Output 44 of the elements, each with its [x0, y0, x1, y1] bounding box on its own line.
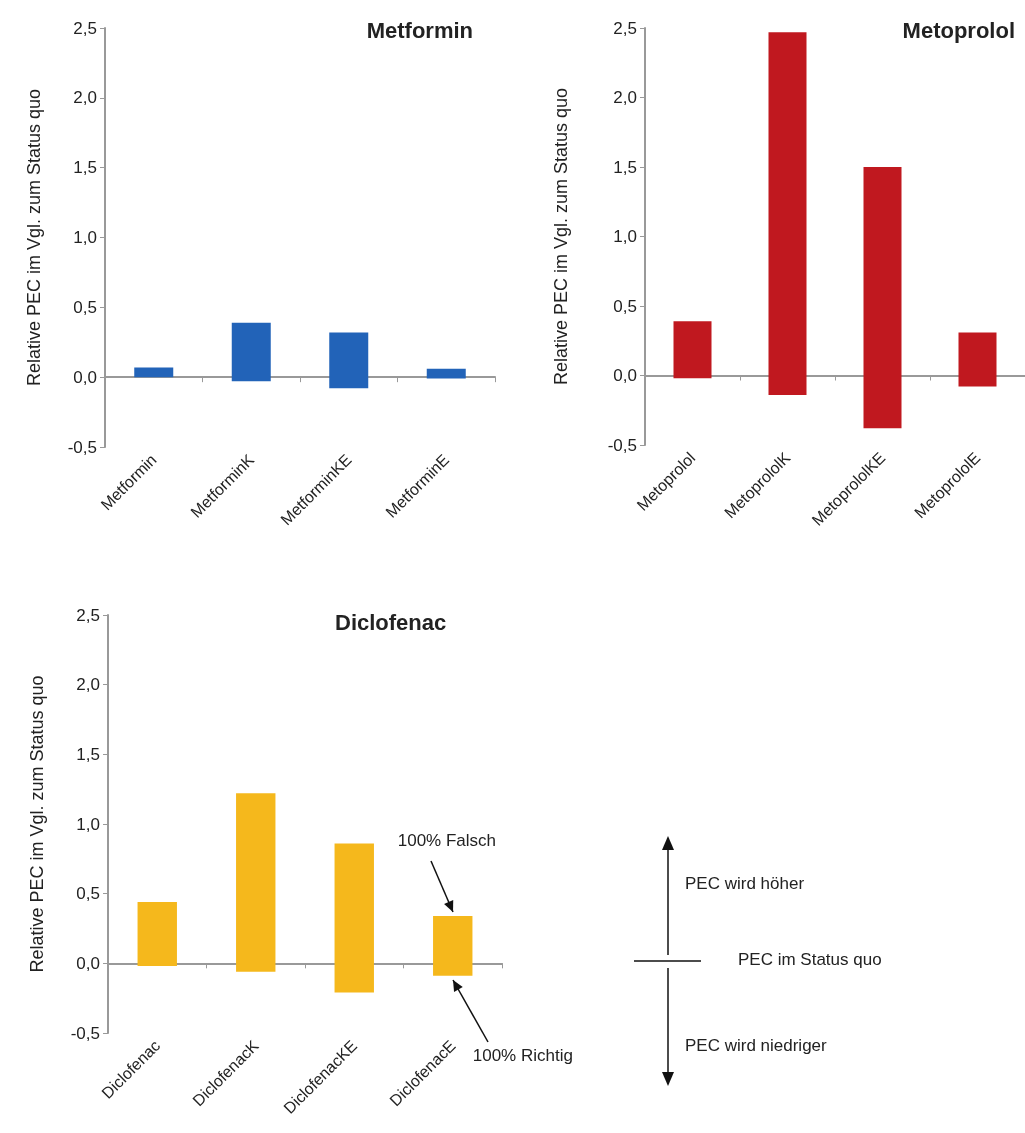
y-tick-label: 0,0 — [73, 367, 97, 387]
text: PEC wird niedriger — [685, 1036, 827, 1056]
y-tick-label: 0,0 — [76, 953, 100, 973]
y-tick-label: 1,5 — [73, 158, 97, 178]
chart-title: Metoprolol — [902, 17, 1016, 43]
bar — [433, 915, 473, 976]
chart-title: Metformin — [366, 17, 473, 43]
annotation: 100% Falsch — [397, 830, 497, 851]
y-axis-title: Relative PEC im Vgl. zum Status quo — [27, 675, 47, 973]
y-tick-label: -0,5 — [607, 435, 637, 455]
bar — [673, 321, 712, 379]
bar — [863, 167, 902, 429]
y-tick-label: -0,5 — [67, 437, 97, 457]
annotation: 100% Richtig — [472, 1045, 573, 1066]
bar — [134, 367, 174, 378]
bar — [768, 32, 807, 395]
y-tick-label: 2,5 — [76, 605, 100, 625]
y-tick-label: 2,5 — [73, 18, 97, 38]
y-axis-title: Relative PEC im Vgl. zum Status quo — [24, 88, 44, 387]
y-tick-label: -0,5 — [70, 1023, 100, 1043]
y-tick-label: 0,5 — [73, 297, 97, 317]
bar — [231, 322, 271, 382]
y-tick-label: 0,0 — [613, 366, 637, 385]
y-tick-label: 1,0 — [73, 228, 97, 247]
y-tick-label: 2,0 — [73, 88, 97, 108]
y-tick-label: 0,5 — [613, 296, 637, 316]
y-tick-label: 2,5 — [613, 18, 637, 38]
text: PEC im Status quo — [738, 950, 882, 970]
y-tick-label: 2,0 — [76, 675, 100, 695]
y-tick-label: 2,0 — [613, 88, 637, 107]
y-tick-label: 1,5 — [76, 744, 100, 764]
y-axis-title: Relative PEC im Vgl. zum Status quo — [551, 87, 571, 386]
bar — [329, 332, 369, 389]
chart-title: Diclofenac — [335, 609, 447, 635]
y-tick-label: 1,0 — [613, 227, 637, 246]
text: PEC wird höher — [685, 874, 805, 894]
bar — [958, 332, 997, 387]
bar — [137, 902, 177, 967]
y-tick-label: 1,5 — [613, 157, 637, 177]
bar — [426, 368, 466, 379]
y-tick-label: 0,5 — [76, 884, 100, 904]
y-tick-label: 1,0 — [76, 814, 100, 834]
bar — [236, 793, 276, 972]
bar — [334, 843, 374, 993]
